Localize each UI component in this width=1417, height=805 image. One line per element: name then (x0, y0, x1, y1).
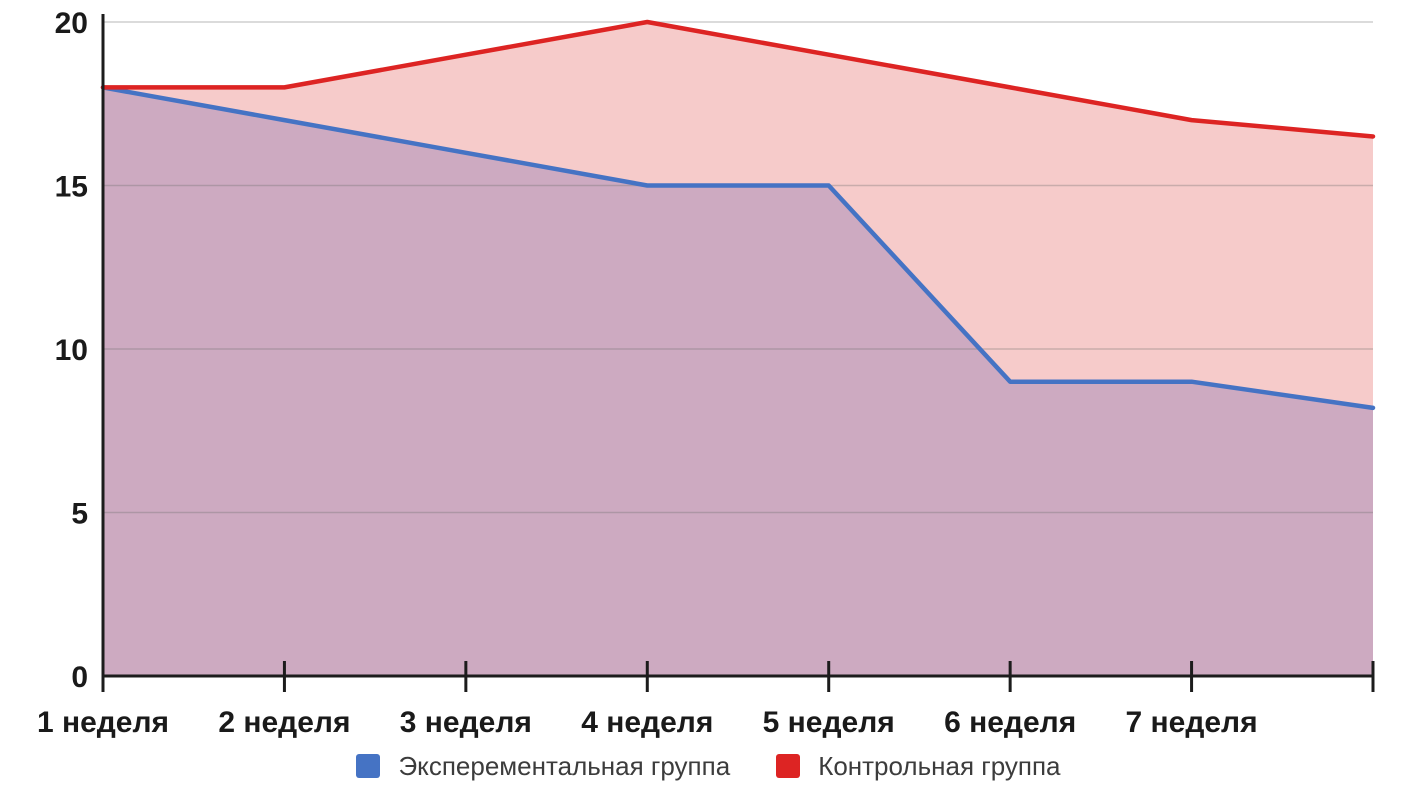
x-axis-label: 4 неделя (581, 706, 713, 739)
chart-canvas: 0 5 10 15 20 1 неделя 2 неделя 3 неделя 4 неделя… (36, 7, 1376, 739)
y-axis-label: 5 (71, 498, 88, 531)
legend-item-experimental-group: Эксперементальная группа (356, 753, 730, 779)
series-area-0 (103, 87, 1373, 676)
y-axis-label: 0 (71, 661, 88, 694)
chart-legend: Эксперементальная группа Контрольная гру… (0, 753, 1417, 779)
legend-item-control-group: Контрольная группа (776, 751, 1061, 781)
y-axis-label: 20 (55, 7, 88, 40)
x-axis-label: 5 неделя (763, 706, 895, 739)
series-line-1 (100, 19, 1376, 139)
x-axis-label: 2 неделя (218, 706, 350, 739)
x-axis-label: 6 неделя (944, 706, 1076, 739)
legend-label-control-group: Контрольная группа (818, 751, 1061, 781)
legend-label-experimental-group: Эксперементальная группа (398, 751, 731, 781)
series-line-0 (100, 85, 1376, 411)
legend-swatch-blue-icon (356, 754, 381, 778)
y-axis-label: 15 (55, 171, 88, 204)
legend-swatch-red-icon (776, 754, 801, 778)
x-axis-label: 7 неделя (1126, 706, 1258, 739)
x-axis-label: 3 неделя (400, 706, 532, 739)
y-axis-label: 10 (55, 334, 88, 367)
x-axis-label: 1 неделя (37, 706, 169, 739)
